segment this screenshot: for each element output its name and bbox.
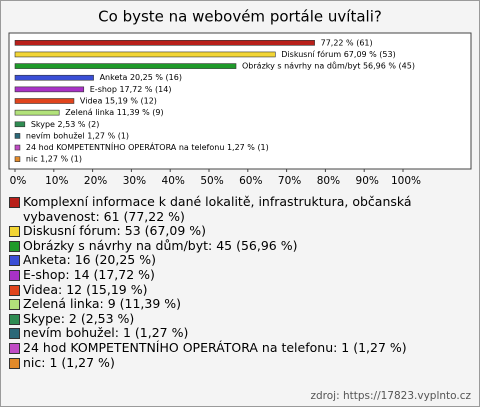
- legend-item: E-shop: 14 (17,72 %): [9, 266, 471, 283]
- value-label: Diskusní fórum 67,09 % (53): [281, 49, 395, 59]
- x-tick-label: 20%: [84, 175, 107, 187]
- legend-label: Obrázky s návrhy na dům/byt: 45 (56,96 %…: [23, 237, 298, 253]
- legend-swatch: [9, 342, 20, 354]
- value-label: Zelená linka 11,39 % (9): [65, 108, 163, 117]
- legend-label: Diskusní fórum: 53 (67,09 %): [23, 223, 207, 239]
- value-label: nevím bohužel 1,27 % (1): [26, 131, 129, 140]
- legend-label: 24 hod KOMPETENTNÍHO OPERÁTORA na telefo…: [23, 339, 407, 355]
- x-tick-label: 60%: [239, 175, 262, 187]
- bar: [14, 109, 60, 116]
- bar: [14, 144, 21, 151]
- legend-label: Komplexní informace k dané lokalitě, inf…: [23, 194, 412, 224]
- bar: [14, 121, 26, 128]
- value-label: E-shop 17,72 % (14): [90, 85, 172, 94]
- x-tick-label: 80%: [317, 175, 340, 187]
- value-label: Obrázky s návrhy na dům/byt 56,96 % (45): [242, 61, 415, 71]
- x-tick-label: 90%: [356, 175, 379, 187]
- legend-item: Videa: 12 (15,19 %): [9, 281, 471, 298]
- bar: [14, 51, 276, 58]
- legend-item: Obrázky s návrhy na dům/byt: 45 (56,96 %…: [9, 237, 471, 254]
- legend-swatch: [9, 197, 20, 208]
- source: zdroj: https://17823.vyplnto.cz: [310, 390, 472, 402]
- bar: [14, 156, 21, 162]
- legend-swatch: [9, 226, 20, 238]
- bar: [14, 98, 75, 104]
- legend-swatch: [9, 284, 20, 296]
- x-tick-label: 10%: [45, 175, 68, 187]
- legend-swatch: [9, 240, 20, 252]
- legend-swatch: [9, 313, 20, 325]
- legend-item: Diskusní fórum: 53 (67,09 %): [9, 223, 471, 239]
- x-tick-label: 40%: [162, 175, 185, 187]
- legend-item: Anketa: 16 (20,25 %): [9, 253, 471, 268]
- value-label: Videa 15,19 % (12): [80, 97, 157, 106]
- legend-swatch: [9, 269, 20, 281]
- x-tick-label: 100%: [391, 175, 421, 187]
- bar: [14, 74, 94, 81]
- legend-item: Zelená linka: 9 (11,39 %): [9, 296, 471, 312]
- legend-item: nevím bohužel: 1 (1,27 %): [9, 326, 471, 341]
- value-label: Skype 2,53 % (2): [31, 120, 100, 129]
- chart: Co byste na webovém portále uvítali? 0% 1…: [8, 8, 472, 187]
- value-label: Anketa 20,25 % (16): [100, 73, 182, 82]
- bar: [14, 86, 85, 93]
- legend-label: Videa: 12 (15,19 %): [23, 281, 148, 297]
- x-tick-label: 70%: [278, 175, 301, 187]
- legend-label: Anketa: 16 (20,25 %): [23, 252, 156, 268]
- legend-label: E-shop: 14 (17,72 %): [23, 266, 155, 282]
- legend-item: nic: 1 (1,27 %): [9, 354, 471, 371]
- bar: [14, 133, 21, 139]
- value-label: 77,22 % (61): [321, 38, 373, 47]
- legend-swatch: [9, 328, 20, 340]
- legend-label: nevím bohužel: 1 (1,27 %): [23, 325, 189, 341]
- x-tick-label: 50%: [200, 175, 223, 187]
- x-tick-label: 0%: [10, 175, 27, 187]
- x-tick-label: 30%: [123, 175, 146, 187]
- bar: [14, 63, 237, 69]
- legend-swatch: [9, 357, 20, 369]
- legend-item: Skype: 2 (2,53 %): [9, 310, 471, 327]
- legend-label: nic: 1 (1,27 %): [23, 354, 115, 370]
- legend-label: Zelená linka: 9 (11,39 %): [23, 296, 182, 312]
- value-label: 24 hod KOMPETENTNÍHO OPERÁTORA na telefo…: [26, 141, 269, 152]
- legend-label: Skype: 2 (2,53 %): [23, 310, 135, 326]
- value-label: nic 1,27 % (1): [26, 155, 82, 164]
- legend-swatch: [9, 255, 20, 267]
- legend: Komplexní informace k dané lokalitě, inf…: [9, 194, 471, 371]
- legend-item: 24 hod KOMPETENTNÍHO OPERÁTORA na telefo…: [9, 339, 471, 356]
- legend-item: Komplexní informace k dané lokalitě, inf…: [9, 194, 471, 224]
- legend-swatch: [9, 299, 20, 311]
- bar: [14, 40, 315, 46]
- chart-title: Co byste na webovém portále uvítali?: [98, 8, 382, 26]
